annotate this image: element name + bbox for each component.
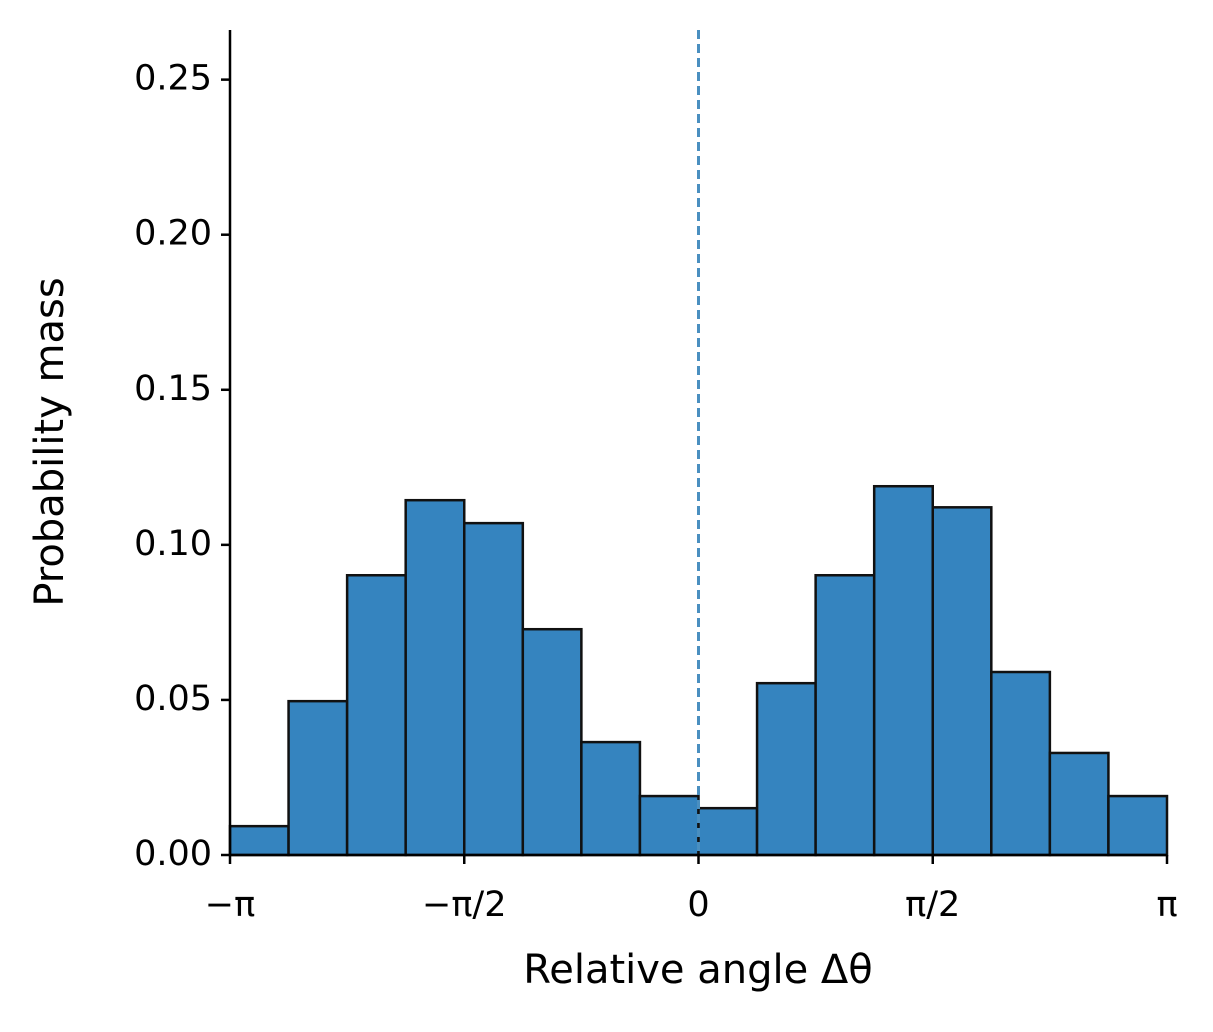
bar	[814, 573, 876, 857]
x-tick-label: −π/2	[422, 885, 506, 925]
y-tick-label: 0.15	[134, 369, 212, 409]
bar	[345, 573, 407, 857]
bar	[580, 740, 642, 857]
bar	[872, 484, 935, 857]
bar	[1107, 794, 1169, 857]
bar	[755, 681, 817, 857]
x-tick-label: 0	[687, 885, 709, 925]
y-axis-label: Probability mass	[27, 277, 73, 606]
bar	[404, 498, 466, 857]
x-tick-label: π/2	[905, 885, 960, 925]
bar	[697, 806, 759, 857]
bar	[990, 670, 1052, 857]
y-tick-label: 0.00	[134, 834, 212, 874]
bar	[931, 506, 993, 857]
y-tick-label: 0.05	[134, 679, 212, 719]
bar	[462, 521, 525, 857]
bar	[287, 699, 349, 857]
bar	[638, 794, 700, 857]
x-tick-label: π	[1156, 885, 1177, 925]
bar	[228, 824, 290, 857]
y-tick-label: 0.10	[134, 524, 212, 564]
bar	[1048, 751, 1110, 857]
y-tick-label: 0.25	[134, 59, 212, 99]
x-axis-label: Relative angle Δθ	[523, 947, 873, 993]
bar	[521, 627, 583, 857]
y-tick-label: 0.20	[134, 214, 212, 254]
x-tick-label: −π	[205, 885, 255, 925]
